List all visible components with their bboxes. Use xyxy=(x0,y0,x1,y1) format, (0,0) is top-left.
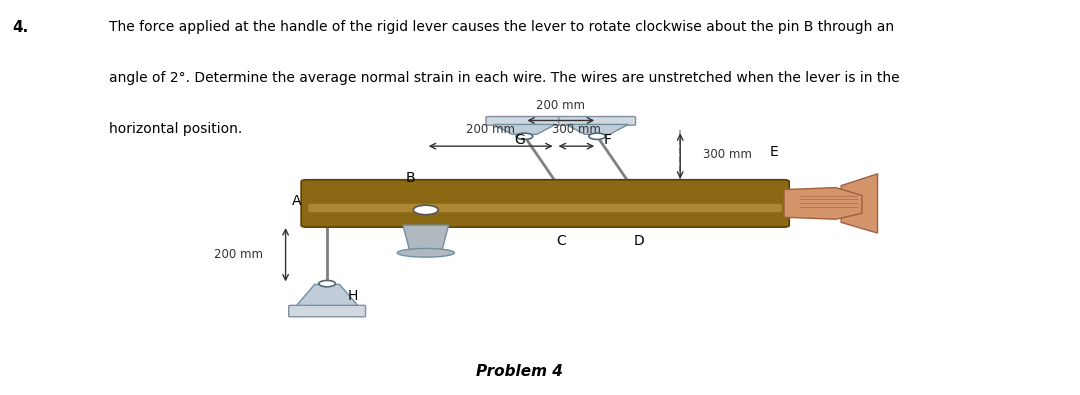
Polygon shape xyxy=(296,284,359,306)
Text: The force applied at the handle of the rigid lever causes the lever to rotate cl: The force applied at the handle of the r… xyxy=(109,20,894,34)
Text: 4.: 4. xyxy=(13,20,29,35)
Text: G: G xyxy=(514,133,525,147)
Circle shape xyxy=(414,205,438,215)
Text: C: C xyxy=(556,234,566,248)
Text: horizontal position.: horizontal position. xyxy=(109,122,242,136)
Polygon shape xyxy=(841,174,878,233)
FancyBboxPatch shape xyxy=(301,180,789,227)
Text: A: A xyxy=(292,194,301,209)
Polygon shape xyxy=(566,124,629,134)
Circle shape xyxy=(319,280,336,287)
FancyBboxPatch shape xyxy=(486,117,563,125)
Text: 300 mm: 300 mm xyxy=(703,148,752,160)
Text: 200 mm: 200 mm xyxy=(214,248,262,261)
Text: B: B xyxy=(405,171,415,185)
Text: E: E xyxy=(769,145,778,159)
Circle shape xyxy=(589,133,606,139)
Polygon shape xyxy=(784,188,862,219)
Ellipse shape xyxy=(397,248,455,257)
Text: H: H xyxy=(348,289,359,303)
Circle shape xyxy=(516,133,532,139)
Text: F: F xyxy=(604,133,611,147)
Text: D: D xyxy=(633,234,644,248)
Text: Problem 4: Problem 4 xyxy=(476,364,563,379)
FancyBboxPatch shape xyxy=(309,204,782,212)
Polygon shape xyxy=(494,124,555,134)
FancyBboxPatch shape xyxy=(288,305,365,317)
Text: 200 mm: 200 mm xyxy=(467,123,515,136)
Polygon shape xyxy=(403,225,448,253)
FancyBboxPatch shape xyxy=(558,117,635,125)
Text: 300 mm: 300 mm xyxy=(552,123,600,136)
Text: 200 mm: 200 mm xyxy=(537,99,585,112)
Text: angle of 2°. Determine the average normal strain in each wire. The wires are uns: angle of 2°. Determine the average norma… xyxy=(109,71,900,85)
